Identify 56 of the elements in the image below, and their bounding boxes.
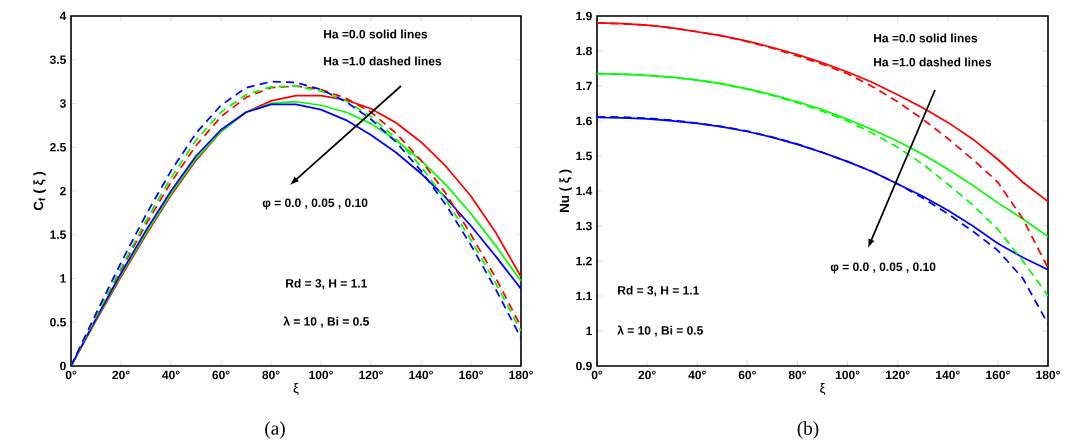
annotation: φ = 0.0 , 0.05 , 0.10 — [262, 198, 368, 210]
y-axis-title: Nu ( ξ ) — [559, 169, 572, 212]
annotation: Ha =1.0 dashed lines — [874, 57, 992, 67]
x-tick-label: 120° — [886, 370, 910, 380]
y-tick-label: 1.1 — [576, 291, 592, 301]
y-tick-label: 1.5 — [576, 151, 592, 161]
x-tick-label: 20° — [638, 370, 656, 380]
x-tick-label: 160° — [986, 370, 1010, 380]
x-axis-title: ξ — [820, 383, 826, 395]
x-tick-label: 140° — [936, 370, 960, 380]
annotation: λ = 10 , Bi = 0.5 — [617, 325, 703, 337]
y-tick-label: 1.7 — [576, 81, 592, 91]
text: (b) — [797, 421, 819, 439]
x-tick-label: 40° — [162, 370, 180, 380]
x-tick-label: 180° — [509, 370, 533, 380]
annotation: Ha =1.0 dashed lines — [324, 56, 442, 66]
annotation: Ha =0.0 solid lines — [874, 33, 978, 43]
y-tick-label: 2.5 — [50, 142, 66, 152]
y-tick-label: 3.5 — [49, 55, 66, 64]
x-tick-label: 40° — [688, 370, 706, 380]
x-axis-title: ξ — [293, 383, 299, 395]
y-tick-label: 0.9 — [576, 361, 592, 371]
x-tick-label: 80° — [262, 370, 280, 380]
x-tick-label: 100° — [835, 370, 860, 380]
y-tick-label: 4 — [59, 11, 67, 21]
annotation: λ = 10 , Bi = 0.5 — [283, 316, 369, 328]
x-tick-label: 100° — [309, 370, 333, 380]
y-tick-label: 1 — [60, 274, 66, 283]
x-tick-label: 0° — [591, 370, 603, 380]
y-tick-label: 1.8 — [576, 46, 592, 56]
x-tick-label: 20° — [112, 370, 130, 380]
x-tick-label: 60° — [738, 370, 756, 380]
y-tick-label: 1.6 — [576, 116, 592, 126]
y-tick-label: 1.4 — [576, 186, 593, 196]
y-tick-label: 2 — [60, 186, 66, 196]
text: (a) — [265, 421, 285, 439]
annotation: Rd = 3, H = 1.1 — [618, 285, 699, 297]
annotation: φ = 0.0 , 0.05 , 0.10 — [830, 262, 936, 274]
x-tick-label: 120° — [359, 370, 383, 380]
x-tick-label: 0° — [65, 370, 77, 380]
annotation: Ha =0.0 solid lines — [324, 29, 428, 39]
x-tick-label: 60° — [212, 370, 230, 380]
annotation: Rd = 3, H = 1.1 — [286, 278, 367, 290]
y-tick-label: 1.3 — [576, 221, 592, 231]
x-tick-label: 80° — [788, 370, 806, 380]
x-tick-label: 180° — [1036, 370, 1060, 380]
y-tick-label: 1.5 — [50, 230, 66, 239]
y-tick-label: 0.5 — [50, 317, 66, 327]
y-axis-title: C$_{f}$ ( ξ ) — [33, 171, 46, 211]
y-tick-label: 1 — [586, 326, 592, 336]
y-tick-label: 1.2 — [576, 256, 592, 266]
y-tick-label: 3 — [59, 99, 66, 108]
y-tick-label: 0 — [60, 361, 66, 371]
x-tick-label: 140° — [409, 370, 433, 380]
x-tick-label: 160° — [459, 370, 483, 380]
y-tick-label: 1.9 — [576, 11, 592, 21]
